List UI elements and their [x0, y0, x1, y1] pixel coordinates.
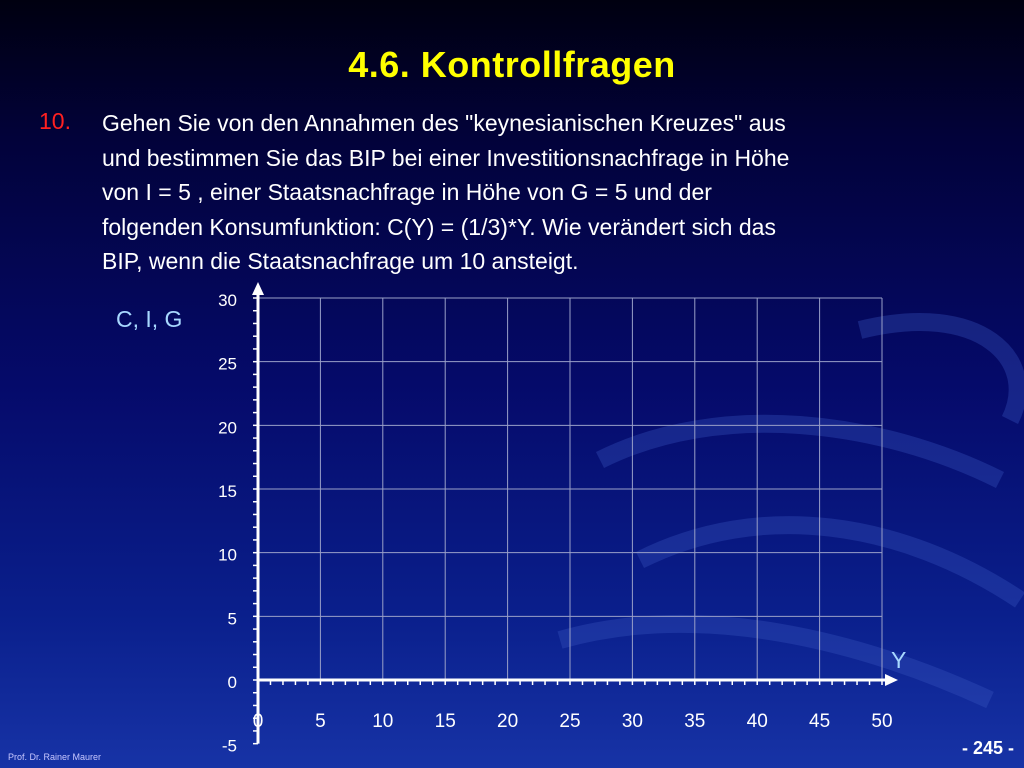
question-text: Gehen Sie von den Annahmen des "keynesia… — [102, 106, 982, 279]
x-tick-label: 30 — [622, 711, 643, 732]
x-tick-label: 40 — [747, 711, 768, 732]
x-tick-label: 15 — [435, 711, 456, 732]
axis-layer — [252, 282, 898, 744]
grid-layer — [257, 297, 883, 681]
minor-tick-layer — [253, 297, 883, 745]
y-tick-label: 5 — [228, 609, 237, 628]
question-line: Gehen Sie von den Annahmen des "keynesia… — [102, 110, 786, 136]
question-number: 10. — [39, 108, 71, 134]
x-tick-label: 50 — [871, 711, 892, 732]
x-tick-label: 10 — [372, 711, 393, 732]
x-tick-label: 25 — [559, 711, 580, 732]
x-tick-label: 45 — [809, 711, 830, 732]
y-axis-arrow-icon — [252, 282, 264, 295]
question-line: von I = 5 , einer Staatsnachfrage in Höh… — [102, 179, 712, 205]
x-axis-label: Y — [891, 647, 906, 673]
y-axis-label: C, I, G — [116, 306, 182, 332]
y-tick-label: 15 — [218, 482, 237, 501]
x-tick-label: 35 — [684, 711, 705, 732]
question-line: und bestimmen Sie das BIP bei einer Inve… — [102, 144, 790, 171]
y-tick-label: 10 — [218, 546, 237, 565]
x-axis-arrow-icon — [885, 674, 898, 686]
slide-title: 4.6. Kontrollfragen — [348, 44, 676, 85]
y-tick-label: 0 — [228, 673, 237, 692]
tick-label-layer: -5 0 5 10 15 20 25 30 0 5 10 15 20 25 30 35 40 45 50 — [218, 291, 892, 756]
y-tick-label: 25 — [218, 355, 237, 374]
author-credit: Prof. Dr. Rainer Maurer — [8, 752, 102, 762]
question-line: BIP, wenn die Staatsnachfrage um 10 anst… — [102, 248, 579, 274]
y-tick-label: -5 — [222, 737, 237, 756]
x-tick-label: 20 — [497, 711, 518, 732]
y-tick-label: 20 — [218, 418, 237, 437]
x-tick-label: 5 — [315, 711, 326, 732]
y-tick-label: 30 — [218, 291, 237, 310]
question-line: folgenden Konsumfunktion: C(Y) = (1/3)*Y… — [102, 213, 776, 240]
page-number: - 245 - — [961, 738, 1014, 758]
x-tick-label: 0 — [253, 711, 264, 732]
